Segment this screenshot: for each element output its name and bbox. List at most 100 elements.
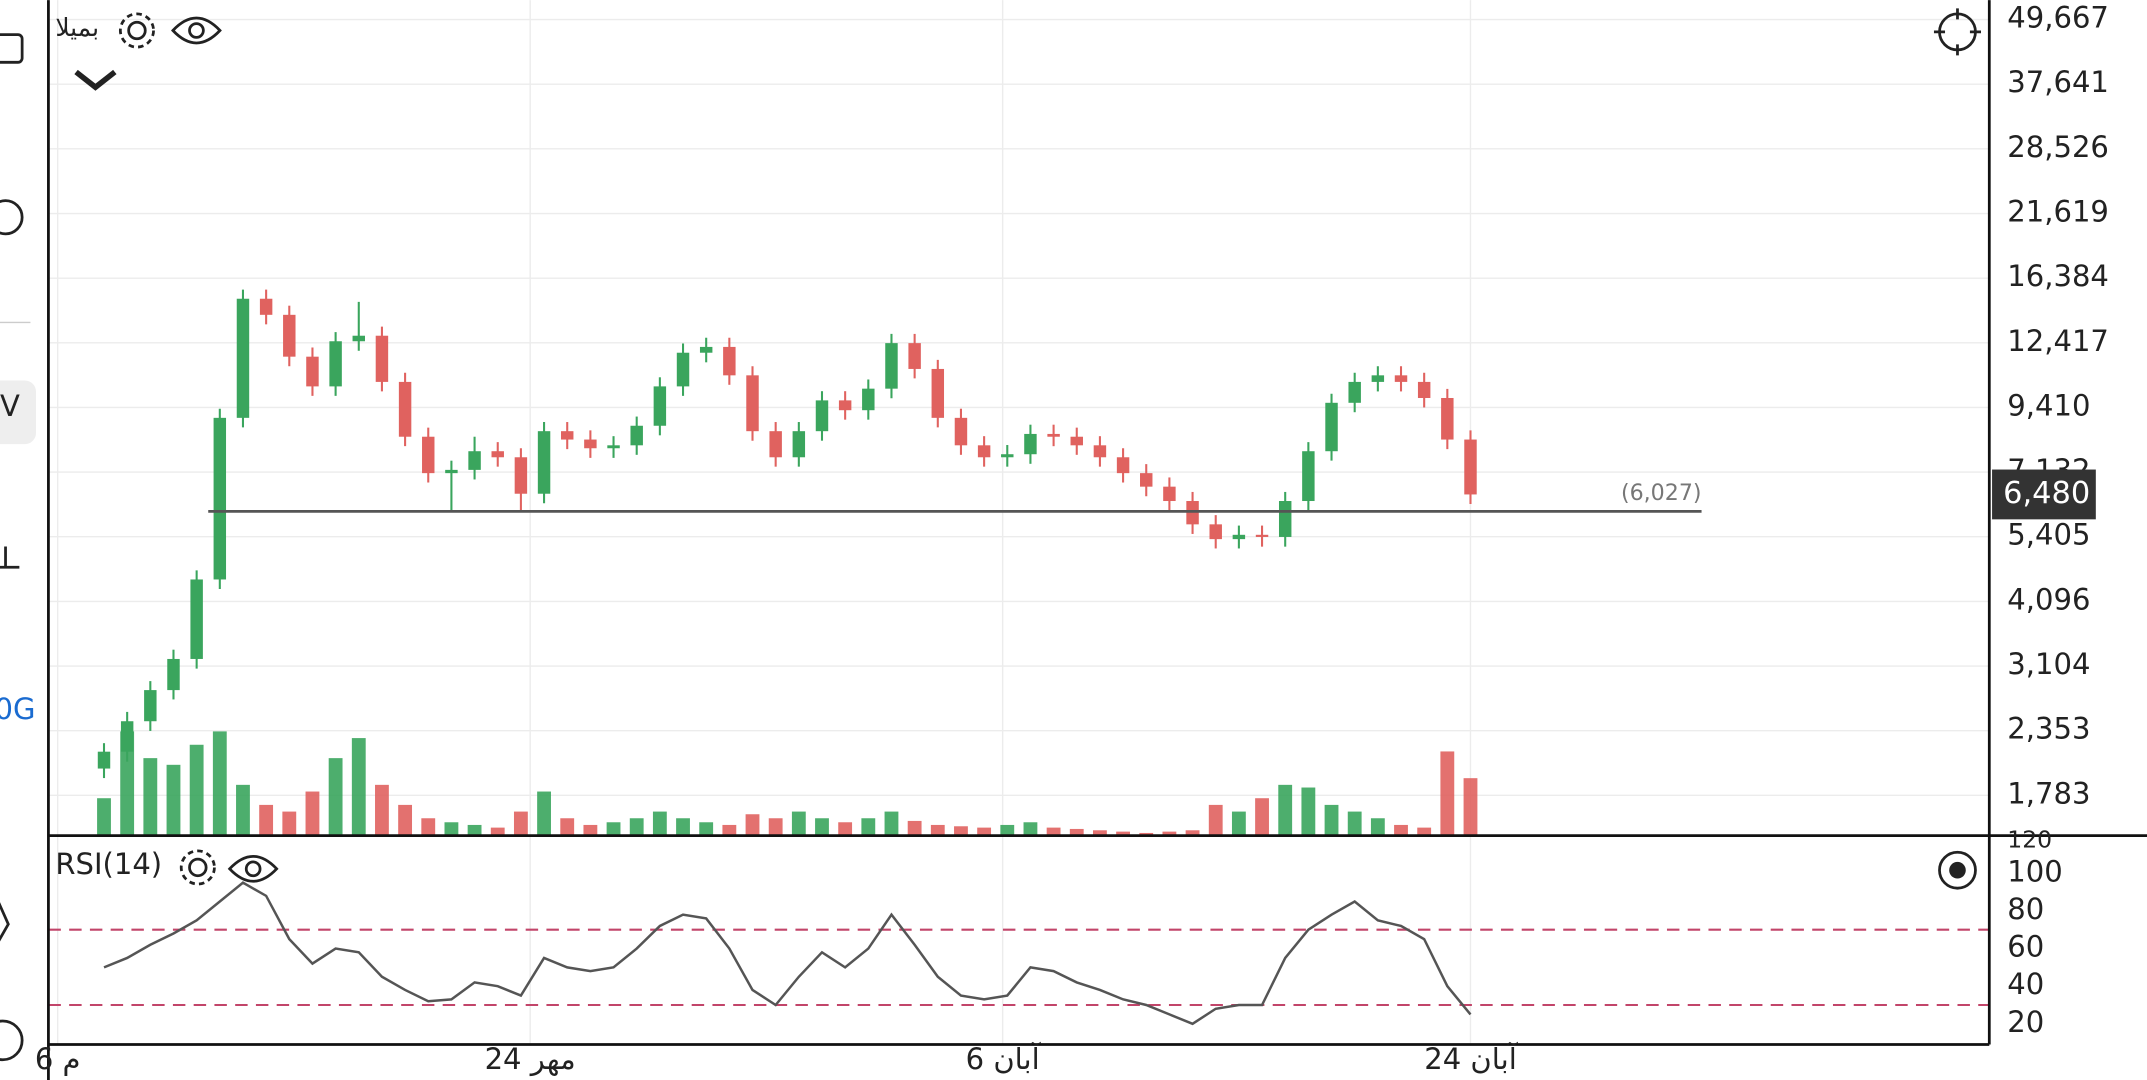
candle-body	[769, 431, 782, 458]
sidebar-icon[interactable]	[0, 1019, 24, 1062]
volume-bar	[930, 824, 945, 836]
x-tick-label: 6 م	[35, 1042, 81, 1076]
volume-bar	[1255, 798, 1269, 836]
y-tick-label: 49,667	[2007, 1, 2109, 35]
x-tick-label: 24 مهر	[485, 1042, 576, 1076]
volume-bar	[791, 811, 806, 836]
candle-body	[746, 375, 759, 432]
volume-bar	[166, 764, 181, 836]
candle-body	[1464, 439, 1477, 495]
candle-body	[352, 335, 365, 342]
candle-body	[1024, 433, 1037, 455]
rsi-tick-label: 100	[2007, 854, 2062, 888]
sidebar-star[interactable]	[0, 899, 10, 943]
candle-body	[838, 400, 852, 411]
volume-bar	[328, 758, 343, 836]
candle-body	[1325, 402, 1338, 452]
volume-tick-label: 120	[2007, 826, 2052, 854]
volume-bar	[513, 811, 528, 836]
volume-bar	[954, 826, 968, 836]
horizontal-line-label: (6,027)	[1621, 480, 1702, 506]
rsi-tick-label: 40	[2007, 967, 2044, 1001]
marks	[48, 289, 1990, 1026]
volume-bar	[907, 820, 922, 836]
sidebar-label: V	[0, 389, 20, 423]
sidebar	[0, 33, 36, 1062]
grid	[48, 0, 1990, 1045]
candle-body	[954, 417, 968, 446]
candle-body	[815, 400, 829, 432]
candle-body	[144, 690, 157, 722]
candle-body	[329, 341, 342, 387]
y-tick-label: 16,384	[2007, 259, 2109, 293]
volume-bar	[629, 818, 644, 836]
candle-body	[931, 368, 945, 418]
candle-body	[584, 439, 597, 449]
x-tick-label: 24 آبان	[1424, 1041, 1518, 1076]
candle-body	[514, 457, 528, 494]
settings-icon[interactable]	[127, 20, 147, 41]
collapse-icon[interactable]	[74, 69, 117, 91]
volume-bar	[815, 818, 829, 836]
y-tick-label: 12,417	[2007, 324, 2109, 358]
candle-body	[1047, 433, 1060, 437]
volume-bar	[1463, 778, 1478, 836]
volume-bar	[676, 818, 690, 836]
volume-bar	[1394, 824, 1408, 836]
crosshair-icon[interactable]	[1938, 850, 1977, 890]
candle-body	[1417, 381, 1431, 398]
volume-bar	[1162, 831, 1177, 836]
volume-bar	[1417, 827, 1432, 836]
volume-bar	[282, 811, 297, 836]
volume-bar	[537, 791, 551, 836]
candle-body	[607, 445, 620, 449]
candle-body	[283, 314, 296, 357]
candle-body	[1163, 486, 1176, 502]
settings-icon[interactable]	[188, 857, 208, 878]
candle-body	[1070, 436, 1083, 446]
volume-bar	[421, 818, 436, 836]
candle-body	[1093, 445, 1107, 458]
volume-bar	[1324, 804, 1339, 836]
y-tick-label: 9,410	[2007, 388, 2090, 422]
sidebar-icon[interactable]	[0, 546, 20, 569]
volume-bar	[351, 738, 366, 836]
rsi-line	[103, 881, 1472, 1026]
sidebar-icon[interactable]	[0, 33, 24, 64]
candle-body	[491, 451, 504, 458]
candle-body	[422, 436, 435, 474]
volume-bar	[1116, 831, 1130, 836]
header-icons	[74, 8, 1981, 890]
candle-body	[862, 388, 875, 411]
candle-body	[468, 451, 481, 470]
volume-bar	[583, 824, 598, 836]
candle-body	[676, 352, 690, 387]
sidebar-icon[interactable]	[0, 199, 24, 236]
candle-body	[908, 343, 921, 369]
rsi-tick-label: 60	[2007, 930, 2044, 964]
candle-body	[653, 386, 667, 426]
y-tick-label: 28,526	[2007, 130, 2109, 164]
candle-body	[167, 658, 180, 691]
candle-body	[398, 381, 412, 437]
candle-body	[306, 356, 319, 387]
eye-icon[interactable]	[227, 855, 279, 883]
volume-bar	[699, 822, 714, 836]
candle-body	[1209, 524, 1222, 540]
volume-bar	[1231, 811, 1246, 836]
candle-body	[259, 298, 273, 315]
candle-body	[1371, 375, 1385, 382]
eye-icon[interactable]	[171, 16, 222, 45]
candle-body	[560, 431, 574, 440]
candle-body	[1140, 473, 1153, 487]
eye-pupil	[244, 860, 262, 878]
x-tick-label: 6 آبان	[966, 1041, 1042, 1076]
sidebar-button[interactable]	[0, 380, 36, 445]
candle-body	[1394, 375, 1408, 382]
candle-body	[1302, 451, 1315, 502]
candle-body	[190, 579, 203, 659]
last-price-box	[1992, 469, 2096, 520]
